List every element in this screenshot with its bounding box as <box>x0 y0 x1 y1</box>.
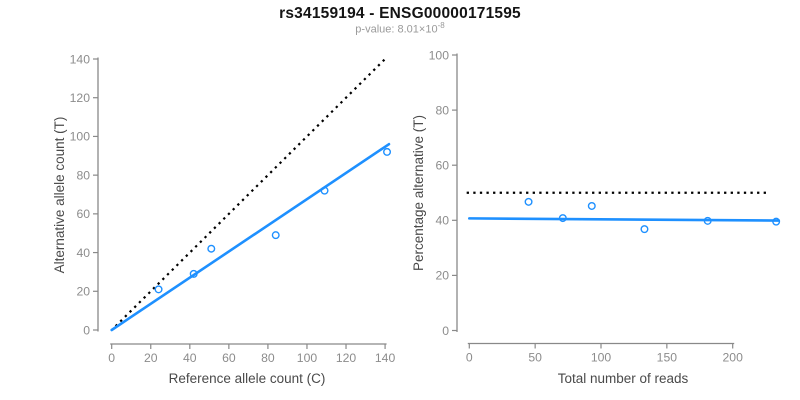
data-point <box>207 244 216 253</box>
data-point <box>558 214 567 223</box>
y-tick-label: 60 <box>76 207 90 221</box>
figure-title: rs34159194 - ENSG00000171595 <box>279 5 521 22</box>
y-tick-label: 140 <box>70 52 91 66</box>
x-tick-label: 80 <box>261 351 275 365</box>
data-point <box>703 216 712 225</box>
y-tick-label: 0 <box>83 323 90 337</box>
data-point <box>524 197 533 206</box>
y-tick-label: 0 <box>442 324 449 338</box>
identity-line <box>114 56 388 327</box>
y-tick-label: 60 <box>435 159 449 173</box>
y-tick-label: 20 <box>76 285 90 299</box>
y-tick-label: 40 <box>76 246 90 260</box>
data-point <box>154 285 163 294</box>
x-tick-label: 100 <box>591 351 612 365</box>
x-tick-label: 20 <box>144 351 158 365</box>
fit-line <box>110 142 391 332</box>
data-point <box>772 217 781 226</box>
y-tick-label: 40 <box>435 214 449 228</box>
y-tick-label: 100 <box>70 130 91 144</box>
y-tick-label: 80 <box>76 168 90 182</box>
data-point <box>320 186 329 195</box>
data-point <box>189 269 198 278</box>
fit-line <box>467 217 781 222</box>
x-axis-title: Total number of reads <box>558 371 689 386</box>
x-axis-title: Reference allele count (C) <box>169 371 326 386</box>
data-point <box>271 231 280 240</box>
y-axis-title: Percentage alternative (T) <box>411 115 426 271</box>
x-tick-label: 140 <box>375 351 396 365</box>
y-tick-label: 80 <box>435 103 449 117</box>
x-tick-label: 0 <box>466 351 473 365</box>
y-tick-label: 20 <box>435 269 449 283</box>
p-value-exponent: -8 <box>437 21 445 30</box>
x-tick-label: 100 <box>297 351 318 365</box>
x-tick-label: 50 <box>528 351 542 365</box>
x-tick-label: 120 <box>336 351 357 365</box>
x-tick-label: 40 <box>183 351 197 365</box>
y-tick-label: 120 <box>70 91 91 105</box>
x-tick-label: 60 <box>222 351 236 365</box>
data-point <box>383 147 392 156</box>
p-value-text: p-value: 8.01×10 <box>355 23 438 36</box>
x-tick-label: 150 <box>657 351 678 365</box>
figure-subtitle: p-value: 8.01×10-8 <box>0 21 800 36</box>
data-point <box>640 225 649 234</box>
y-axis-title: Alternative allele count (T) <box>52 117 67 274</box>
x-tick-label: 0 <box>108 351 115 365</box>
y-tick-label: 100 <box>429 48 450 62</box>
data-point <box>587 201 596 210</box>
x-tick-label: 200 <box>723 351 744 365</box>
